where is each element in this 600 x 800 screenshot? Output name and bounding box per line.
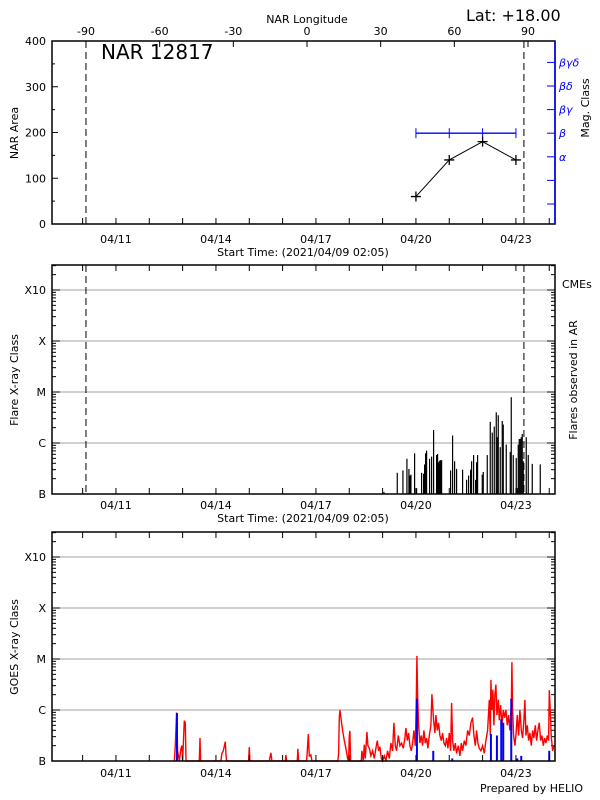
area-point xyxy=(410,191,421,202)
y-tick-label: 0 xyxy=(39,218,46,231)
mag-class-tick-label: α xyxy=(559,151,567,164)
latitude-label: Lat: +18.00 xyxy=(466,6,561,25)
y-tick-label: B xyxy=(38,488,46,501)
y-tick-label: X xyxy=(38,335,46,348)
mag-class-tick-label: βγδ xyxy=(558,56,580,69)
area-point xyxy=(444,154,455,165)
y-tick-label: 300 xyxy=(25,81,46,94)
y-axis-title: Flare X-ray Class xyxy=(8,334,21,426)
mag-class-axis-title: Mag. Class xyxy=(579,78,592,137)
x-tick-label: 04/23 xyxy=(500,767,532,780)
y-tick-label: X xyxy=(38,602,46,615)
x-tick-label: 04/17 xyxy=(300,233,332,246)
x-tick-label: 04/17 xyxy=(300,767,332,780)
y-tick-label: M xyxy=(37,386,47,399)
y-tick-label: C xyxy=(38,704,46,717)
y-tick-label: 200 xyxy=(25,127,46,140)
mag-class-tick-label: β xyxy=(558,127,566,140)
mag-class-tick-label: βδ xyxy=(558,80,573,93)
x-tick-label: 04/17 xyxy=(300,499,332,512)
flare-panel-frame xyxy=(51,264,556,495)
x-tick-label: 04/14 xyxy=(200,767,232,780)
goes-long-channel-line xyxy=(173,655,555,763)
x-tick-label: 04/23 xyxy=(500,233,532,246)
x-axis-title: Start Time: (2021/04/09 02:05) xyxy=(217,512,389,525)
x-tick-label: 04/11 xyxy=(100,767,132,780)
longitude-tick-label: 30 xyxy=(374,25,388,38)
longitude-tick-label: -30 xyxy=(224,25,242,38)
goes-panel-frame xyxy=(51,531,556,762)
y-axis-title: NAR Area xyxy=(8,107,21,159)
y-axis-title: GOES X-ray Class xyxy=(8,599,21,695)
mag-class-tick-label: βγ xyxy=(558,104,573,117)
area-point xyxy=(477,136,488,147)
x-tick-label: 04/14 xyxy=(200,499,232,512)
y-tick-label: M xyxy=(37,653,47,666)
longitude-tick-label: 90 xyxy=(521,25,535,38)
x-tick-label: 04/20 xyxy=(400,233,432,246)
x-axis-title: Start Time: (2021/04/09 02:05) xyxy=(217,246,389,259)
y-tick-label: 400 xyxy=(25,35,46,48)
longitude-tick-label: 0 xyxy=(304,25,311,38)
x-tick-label: 04/14 xyxy=(200,233,232,246)
y-tick-label: X10 xyxy=(24,551,46,564)
y2-axis-title: Flares observed in AR xyxy=(567,320,580,440)
longitude-tick-label: 60 xyxy=(447,25,461,38)
area-line xyxy=(415,141,517,197)
x-tick-label: 04/11 xyxy=(100,499,132,512)
longitude-axis-title: NAR Longitude xyxy=(266,13,348,26)
x-tick-label: 04/20 xyxy=(400,499,432,512)
y-tick-label: B xyxy=(38,755,46,768)
footer-prepared-by: Prepared by HELIO xyxy=(480,782,583,795)
x-tick-label: 04/23 xyxy=(500,499,532,512)
x-tick-label: 04/11 xyxy=(100,233,132,246)
longitude-tick-label: -90 xyxy=(77,25,95,38)
cme-label: CMEs xyxy=(562,278,592,291)
y-tick-label: X10 xyxy=(24,284,46,297)
y-tick-label: 100 xyxy=(25,172,46,185)
area-point xyxy=(510,154,521,165)
y-tick-label: C xyxy=(38,437,46,450)
longitude-tick-label: -60 xyxy=(151,25,169,38)
x-tick-label: 04/20 xyxy=(400,767,432,780)
region-title: NAR 12817 xyxy=(101,40,214,64)
